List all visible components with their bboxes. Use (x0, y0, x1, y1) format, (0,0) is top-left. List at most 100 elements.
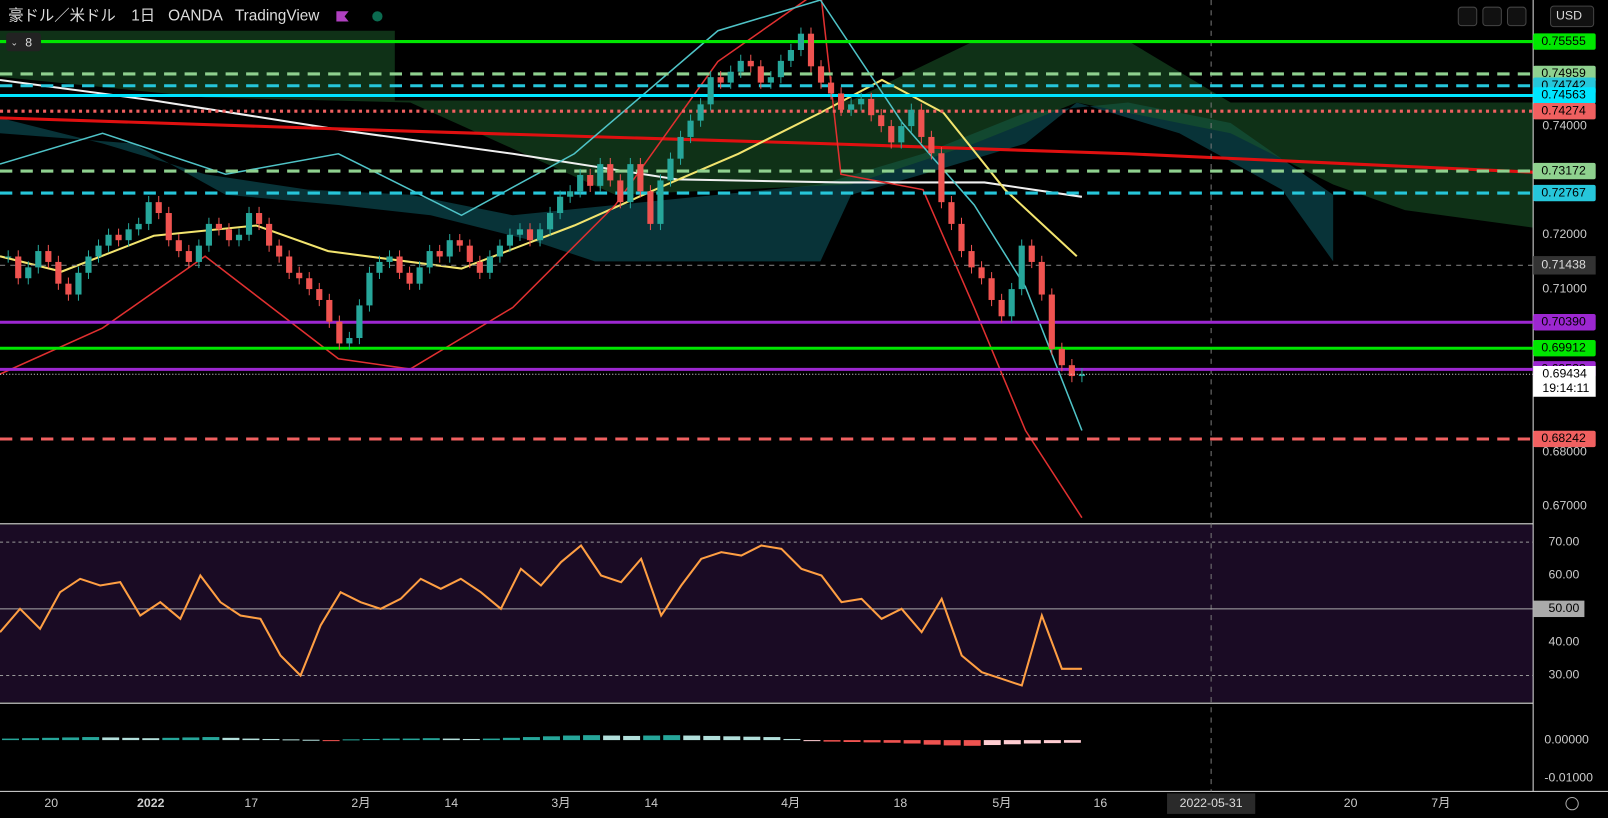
macd-bar (2, 738, 20, 741)
macd-bar (643, 735, 661, 741)
candle (978, 267, 985, 279)
candle (787, 49, 794, 61)
candle (707, 77, 714, 105)
rsi-line (0, 543, 1082, 687)
candle (827, 82, 835, 94)
price-label: 0.74274 (1541, 103, 1586, 117)
macd-bar (442, 738, 460, 741)
price-label-box (1533, 102, 1596, 120)
candle (296, 272, 303, 279)
candle (286, 256, 293, 273)
currency: USD (1556, 9, 1582, 23)
candle (316, 289, 323, 300)
price-label-box (1533, 33, 1596, 50)
button[interactable] (1482, 6, 1502, 27)
candle (486, 256, 493, 273)
indicator-toggle[interactable] (6, 32, 42, 52)
price-label: 0.68242 (1541, 431, 1586, 445)
price-label-box (1533, 184, 1596, 202)
candle (426, 251, 433, 268)
candle (617, 180, 624, 203)
price-label-box (1533, 162, 1596, 180)
candle (687, 120, 694, 137)
candle (747, 60, 754, 67)
candle (1048, 294, 1055, 349)
candle (948, 202, 955, 224)
candle (135, 223, 142, 230)
price-tick-label: 0.72000 (1542, 227, 1587, 241)
macd-bar (222, 737, 240, 741)
macd-bar (723, 736, 741, 741)
macd-bar (42, 737, 60, 741)
macd-bar (302, 739, 320, 741)
candle (145, 202, 152, 224)
candle (476, 261, 483, 273)
candle (376, 261, 383, 273)
candle (657, 180, 664, 224)
candle (235, 234, 243, 241)
candle (215, 223, 223, 230)
price-tick-label: 0.71000 (1542, 281, 1587, 295)
macd-bar (242, 738, 260, 741)
candle (938, 153, 945, 203)
macd-bar (422, 738, 440, 741)
macd-bar (923, 740, 941, 745)
crosshair-label: 0.71438 (1541, 258, 1586, 272)
candle (416, 267, 423, 284)
candle (386, 256, 393, 262)
candle (567, 191, 574, 197)
x-tick-label: 14 (444, 796, 458, 810)
interval: 1日 (131, 7, 155, 24)
x-tick-label: 4月 (781, 796, 800, 810)
currency-button[interactable] (1550, 5, 1595, 28)
x-tick-label: 5月 (992, 796, 1011, 810)
candle (276, 245, 283, 257)
candle (255, 213, 263, 224)
candle (65, 283, 72, 295)
macd-bar (663, 735, 681, 741)
macd-bar (903, 740, 921, 744)
candle (677, 136, 684, 159)
macd-bar (122, 737, 140, 741)
candle (928, 136, 935, 154)
macd-bar (322, 740, 340, 742)
candle (5, 256, 12, 258)
candle (888, 126, 895, 143)
candle (336, 321, 343, 344)
candle (245, 213, 253, 235)
macd-bar (883, 740, 901, 743)
settings-icon[interactable] (1565, 796, 1579, 811)
button[interactable] (1506, 6, 1527, 27)
x-tick-label: 2月 (351, 796, 370, 810)
macd-bar (963, 740, 981, 746)
symbol: 豪ドル／米ドル (8, 5, 116, 24)
macd-tick-label: -0.01000 (1544, 770, 1593, 784)
candle (1058, 348, 1065, 366)
x-tick-label: 2022 (137, 796, 165, 810)
price-label: 0.73172 (1541, 163, 1586, 177)
rsi-panel (0, 524, 1534, 703)
x-tick-label: 20 (1344, 796, 1358, 810)
price-label: 0.74959 (1541, 66, 1586, 80)
candle (717, 77, 724, 83)
candle (1078, 374, 1085, 377)
macd-bar (62, 737, 80, 741)
button[interactable] (1457, 6, 1478, 27)
macd-bar (763, 737, 781, 741)
candle (697, 104, 704, 121)
candle (506, 234, 514, 246)
macd-bar (803, 740, 821, 742)
macd-bar (502, 737, 520, 741)
candle (627, 164, 634, 203)
macd-bar (182, 737, 200, 741)
macd-bar (482, 738, 500, 741)
status-dot (372, 11, 383, 22)
candle (858, 98, 865, 105)
price-label: 0.75555 (1541, 34, 1586, 48)
macd-bar (1003, 740, 1021, 745)
macd-bar (583, 735, 601, 741)
candle (898, 126, 905, 143)
price-label: 0.74563 (1541, 88, 1586, 102)
